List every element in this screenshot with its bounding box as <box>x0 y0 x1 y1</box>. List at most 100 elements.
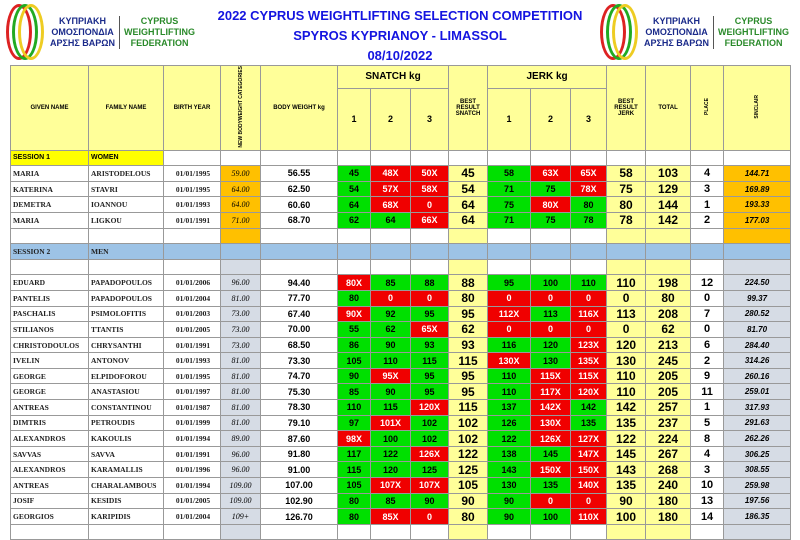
jerk-attempt-2: 120 <box>530 336 572 354</box>
logo-text: ΑΡΣΗΣ ΒΑΡΩΝ <box>644 37 710 48</box>
empty-cell <box>690 227 725 245</box>
header-place-label: PLACE <box>704 98 711 116</box>
athlete-row: GEORGIOS KARIPIDIS 01/01/2004 109+ 126.70 80 8… <box>10 508 792 525</box>
empty-cell <box>606 523 647 540</box>
birth-date: 01/01/1991 <box>163 445 221 463</box>
snatch-attempt-2: 85 <box>370 274 411 291</box>
rings-logo-icon <box>6 4 46 60</box>
empty-cell <box>645 243 692 260</box>
best-jerk: 78 <box>606 211 647 229</box>
empty-cell <box>220 523 261 540</box>
snatch-attempt-1: 45 <box>337 165 371 182</box>
sinclair-score: 306.25 <box>723 445 792 463</box>
snatch-attempt-3: 95 <box>409 383 450 401</box>
given-name: EDUARD <box>10 274 89 291</box>
best-jerk: 110 <box>606 274 647 291</box>
weight-category: 81.00 <box>220 367 261 385</box>
snatch-attempt-1: 64 <box>337 196 371 213</box>
empty-cell <box>370 149 411 167</box>
logo-text: ΟΜΟΣΠΟΝΔΙΑ <box>645 26 708 37</box>
session-header-row: SESSION 2 MEN <box>10 243 792 260</box>
total: 213 <box>645 336 692 354</box>
snatch-attempt-2: 48X <box>370 165 411 182</box>
empty-cell <box>487 227 532 245</box>
body-weight: 68.70 <box>260 211 338 229</box>
jerk-attempt-1: 71 <box>487 211 532 229</box>
sinclair-score: 193.33 <box>723 196 792 213</box>
header-snatch-1: 1 <box>337 87 371 151</box>
best-snatch: 102 <box>448 430 489 447</box>
athlete-row: PASCHALIS PSIMOLOFITIS 01/01/2003 73.00 67.4… <box>10 305 792 323</box>
empty-cell <box>370 227 411 245</box>
empty-cell <box>409 227 450 245</box>
empty-cell <box>448 258 489 276</box>
empty-cell <box>570 227 608 245</box>
birth-date: 01/01/1993 <box>163 196 221 213</box>
jerk-attempt-1: 71 <box>487 180 532 198</box>
header-given-name: GIVEN NAME <box>10 65 89 151</box>
snatch-attempt-1: 80 <box>337 508 371 525</box>
empty-cell <box>723 258 792 276</box>
snatch-attempt-2: 0 <box>370 289 411 307</box>
body-weight: 91.80 <box>260 445 338 463</box>
snatch-attempt-2: 62 <box>370 321 411 338</box>
best-snatch: 102 <box>448 414 489 432</box>
snatch-attempt-1: 105 <box>337 352 371 369</box>
header-snatch-2: 2 <box>370 87 411 151</box>
best-snatch: 95 <box>448 367 489 385</box>
given-name: PANTELIS <box>10 289 89 307</box>
place: 6 <box>690 336 725 354</box>
session-group: MEN <box>88 243 164 260</box>
weight-category: 109+ <box>220 508 261 525</box>
empty-cell <box>448 227 489 245</box>
snatch-attempt-2: 92 <box>370 305 411 323</box>
empty-cell <box>645 523 692 540</box>
place: 3 <box>690 461 725 479</box>
best-jerk: 113 <box>606 305 647 323</box>
weight-category: 71.00 <box>220 211 261 229</box>
athlete-row: EDUARD PAPADOPOULOS 01/01/2006 96.00 94.40 80… <box>10 274 792 291</box>
best-snatch: 93 <box>448 336 489 354</box>
best-snatch: 64 <box>448 196 489 213</box>
empty-cell <box>337 149 371 167</box>
family-name: KAKOULIS <box>88 430 164 447</box>
place: 2 <box>690 352 725 369</box>
logo-text: CYPRUS <box>140 15 179 26</box>
snatch-attempt-1: 80 <box>337 492 371 510</box>
birth-date: 01/01/1994 <box>163 430 221 447</box>
empty-cell <box>409 149 450 167</box>
total: 237 <box>645 414 692 432</box>
body-weight: 75.30 <box>260 383 338 401</box>
snatch-attempt-1: 54 <box>337 180 371 198</box>
empty-cell <box>88 227 164 245</box>
athlete-row: GEORGE ANASTASIOU 01/01/1997 81.00 75.30 85 90… <box>10 383 792 401</box>
jerk-attempt-2: 135 <box>530 477 572 494</box>
snatch-attempt-3: 90 <box>409 492 450 510</box>
jerk-attempt-1: 112X <box>487 305 532 323</box>
birth-date: 01/01/1995 <box>163 180 221 198</box>
sinclair-score: 259.01 <box>723 383 792 401</box>
jerk-attempt-2: 63X <box>530 165 572 182</box>
family-name: ANASTASIOU <box>88 383 164 401</box>
snatch-attempt-2: 110 <box>370 352 411 369</box>
sinclair-score: 81.70 <box>723 321 792 338</box>
birth-date: 01/01/2003 <box>163 305 221 323</box>
athlete-row: JOSIF KESIDIS 01/01/2005 109.00 102.90 80 85 90… <box>10 492 792 510</box>
snatch-attempt-1: 98X <box>337 430 371 447</box>
empty-cell <box>409 258 450 276</box>
empty-cell <box>10 523 89 540</box>
place: 14 <box>690 508 725 525</box>
body-weight: 102.90 <box>260 492 338 510</box>
sinclair-score: 259.98 <box>723 477 792 494</box>
place: 0 <box>690 289 725 307</box>
given-name: JOSIF <box>10 492 89 510</box>
jerk-attempt-3: 135 <box>570 414 608 432</box>
birth-date: 01/01/1987 <box>163 399 221 416</box>
jerk-attempt-1: 130 <box>487 477 532 494</box>
snatch-attempt-1: 90X <box>337 305 371 323</box>
weight-category: 96.00 <box>220 445 261 463</box>
total: 268 <box>645 461 692 479</box>
jerk-attempt-1: 58 <box>487 165 532 182</box>
header-jerk: JERK kg <box>487 65 608 89</box>
given-name: ALEXANDROS <box>10 461 89 479</box>
